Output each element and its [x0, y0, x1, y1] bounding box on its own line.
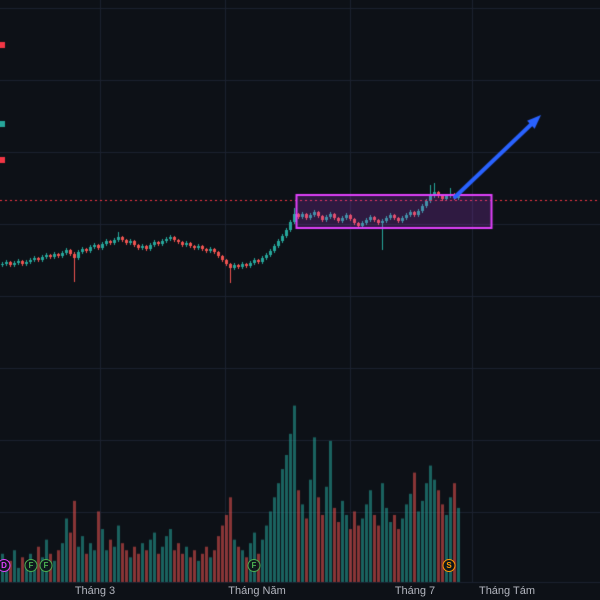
financials-badge[interactable]: F — [24, 559, 38, 572]
time-axis-label: Tháng Năm — [228, 585, 286, 597]
split-badge[interactable]: S — [442, 559, 456, 572]
dividend-badge[interactable]: D — [0, 559, 11, 572]
badge-label: F — [28, 561, 34, 570]
badge-label: S — [446, 561, 452, 570]
badge-label: D — [1, 561, 7, 570]
financials-badge[interactable]: F — [39, 559, 53, 572]
financials-badge[interactable]: F — [247, 559, 261, 572]
time-axis-label: Tháng 3 — [74, 585, 116, 597]
badge-label: F — [251, 561, 257, 570]
time-axis-label: Tháng Tám — [478, 585, 536, 597]
time-axis-label: Tháng 7 — [394, 585, 436, 597]
badge-label: F — [43, 561, 49, 570]
